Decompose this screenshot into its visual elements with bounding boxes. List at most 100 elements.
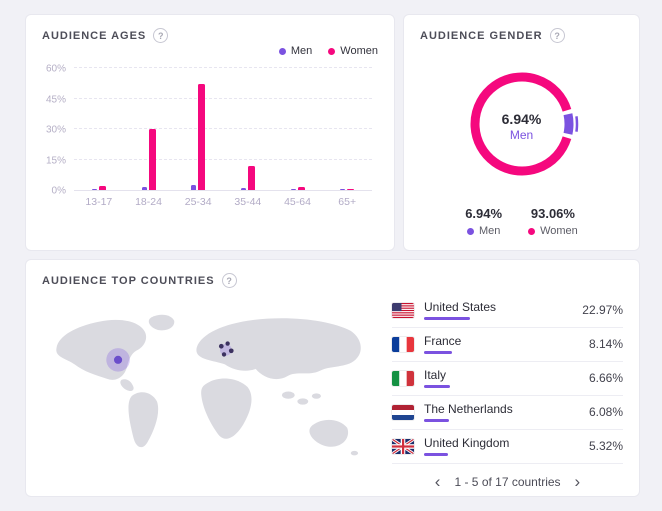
country-name: Italy — [424, 368, 447, 382]
women-dot-icon — [528, 227, 536, 235]
donut-arc-women[interactable] — [470, 72, 571, 176]
bar-women-45-64[interactable] — [297, 186, 305, 190]
gridline — [74, 128, 372, 129]
x-tick-label: 65+ — [338, 196, 357, 208]
country-info: United Kingdom — [424, 436, 509, 456]
x-axis-labels: 13-17 18-24 25-34 35-44 45-64 65+ — [74, 196, 372, 208]
gender-stats: 6.94% Men 93.06% Women — [420, 206, 623, 237]
y-axis: 0% 15% 30% 45% 60% — [42, 64, 74, 197]
country-percent: 5.32% — [588, 439, 623, 453]
country-percent: 22.97% — [582, 303, 623, 317]
top-countries-list: United States 22.97% France 8.14% Italy 6.66%… — [392, 294, 623, 490]
bar-group-13-17 — [74, 69, 124, 190]
bar-groups — [74, 69, 372, 190]
country-row-fr[interactable]: France 8.14% — [392, 328, 623, 362]
country-share-bar — [424, 385, 450, 388]
bar-group-45-64 — [273, 69, 323, 190]
countries-body: United States 22.97% France 8.14% Italy 6.66%… — [42, 294, 623, 490]
country-row-nl[interactable]: The Netherlands 6.08% — [392, 396, 623, 430]
donut-svg — [470, 72, 578, 176]
audience-top-countries-panel: AUDIENCE TOP COUNTRIES ? — [25, 259, 640, 497]
help-icon[interactable]: ? — [153, 28, 169, 43]
ages-bar-chart: 0% 15% 30% 45% 60% 13-17 18-24 25-34 35-44 45-64… — [42, 64, 378, 208]
map-marker-us — [113, 355, 123, 364]
plot-wrap: 13-17 18-24 25-34 35-44 45-64 65+ — [74, 67, 378, 208]
legend-item-women[interactable]: Women — [328, 45, 378, 57]
help-icon[interactable]: ? — [221, 273, 237, 288]
bar-women-65+[interactable] — [347, 188, 355, 190]
bar-group-65+ — [322, 69, 372, 190]
country-name: The Netherlands — [424, 402, 513, 416]
audience-top-countries-header: AUDIENCE TOP COUNTRIES ? — [42, 273, 623, 288]
world-map — [42, 294, 368, 490]
bar-men-65+[interactable] — [340, 188, 346, 190]
y-tick-label: 15% — [45, 155, 66, 166]
flag-icon-nl — [392, 404, 414, 420]
world-map-svg — [56, 314, 361, 456]
country-percent: 8.14% — [588, 337, 623, 351]
country-info: Italy — [424, 368, 450, 388]
gender-stat-men: 6.94% Men — [465, 206, 502, 237]
map-marker-europe — [228, 348, 234, 354]
ages-legend: Men Women — [42, 45, 378, 57]
gridline — [74, 158, 372, 160]
country-rows: United States 22.97% France 8.14% Italy 6.66%… — [392, 294, 623, 464]
gender-center-value: 6.94% — [501, 111, 542, 127]
gender-stat-value: 6.94% — [465, 206, 503, 221]
country-row-us[interactable]: United States 22.97% — [392, 294, 623, 328]
plot-area — [74, 67, 372, 191]
country-name: United Kingdom — [424, 436, 510, 450]
flag-icon-it — [392, 370, 414, 386]
audience-gender-header: AUDIENCE GENDER ? — [420, 28, 623, 43]
gridline — [74, 97, 372, 99]
country-info: United States — [424, 300, 496, 320]
country-share-bar — [424, 317, 470, 320]
bar-men-13-17[interactable] — [91, 188, 97, 190]
bar-group-18-24 — [124, 69, 174, 190]
bar-men-35-44[interactable] — [240, 187, 246, 190]
gender-stat-label: Men — [465, 225, 502, 237]
gender-stat-label: Women — [528, 225, 578, 237]
country-percent: 6.66% — [588, 371, 623, 385]
help-icon[interactable]: ? — [549, 28, 565, 43]
bar-group-25-34 — [173, 69, 223, 190]
x-tick-label: 45-64 — [284, 196, 311, 208]
bar-women-25-34[interactable] — [198, 84, 206, 190]
audience-top-countries-title: AUDIENCE TOP COUNTRIES — [42, 274, 215, 287]
flag-icon-us — [392, 302, 414, 318]
bar-women-13-17[interactable] — [98, 185, 106, 190]
gender-stat-value: 93.06% — [530, 206, 575, 221]
audience-gender-title: AUDIENCE GENDER — [420, 29, 543, 42]
y-tick-label: 0% — [51, 185, 66, 197]
donut-arc-men[interactable] — [563, 113, 573, 135]
prev-page-icon[interactable]: ‹ — [434, 472, 441, 491]
country-row-gb[interactable]: United Kingdom 5.32% — [392, 430, 623, 464]
bar-women-18-24[interactable] — [148, 129, 156, 190]
flag-icon-fr — [392, 336, 414, 352]
country-info: France — [424, 334, 461, 354]
country-name: France — [424, 334, 462, 348]
countries-pagination: ‹ 1 - 5 of 17 countries › — [392, 473, 623, 490]
bar-men-45-64[interactable] — [290, 188, 296, 190]
x-tick-label: 13-17 — [85, 196, 113, 208]
gridline — [74, 67, 372, 68]
map-marker-europe — [218, 343, 224, 349]
x-tick-label: 18-24 — [135, 196, 162, 208]
bar-men-18-24[interactable] — [141, 186, 147, 190]
bar-men-25-34[interactable] — [191, 184, 197, 190]
next-page-icon[interactable]: › — [574, 472, 581, 491]
gender-stat-women: 93.06% Women — [528, 206, 578, 237]
country-info: The Netherlands — [424, 402, 513, 422]
y-tick-label: 30% — [45, 124, 66, 136]
audience-ages-panel: AUDIENCE AGES ? Men Women 0% 15% 30% 45% 60% … — [25, 14, 395, 251]
men-dot-icon — [466, 227, 474, 235]
top-row: AUDIENCE AGES ? Men Women 0% 15% 30% 45% 60% … — [25, 14, 640, 251]
gender-donut-chart: 6.94% Men — [457, 59, 587, 194]
country-row-it[interactable]: Italy 6.66% — [392, 362, 623, 396]
legend-item-men[interactable]: Men — [278, 45, 312, 57]
donut-arc-men-outer — [574, 116, 578, 132]
country-name: United States — [424, 300, 497, 314]
bar-women-35-44[interactable] — [247, 165, 255, 190]
country-share-bar — [424, 453, 449, 456]
pagination-label: 1 - 5 of 17 countries — [454, 474, 561, 489]
